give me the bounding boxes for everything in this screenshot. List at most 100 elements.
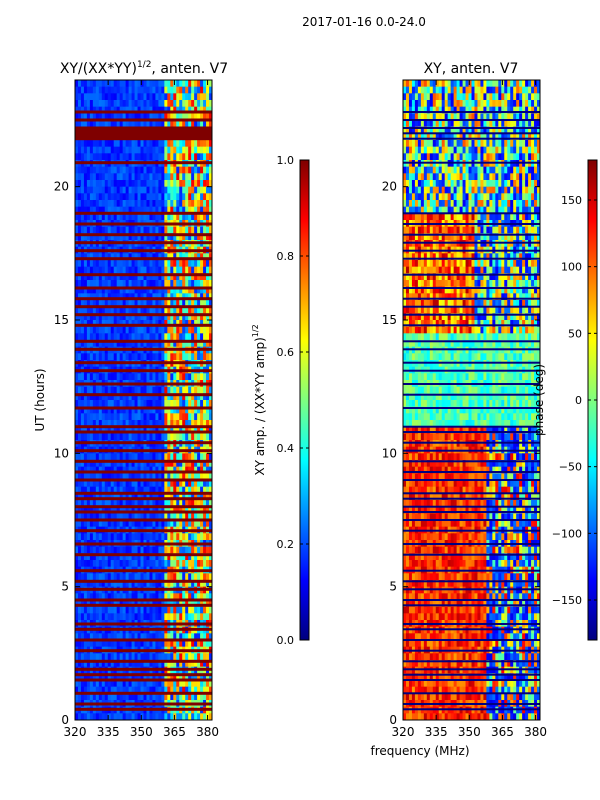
heatmap-cell	[92, 233, 97, 241]
heatmap-cell	[158, 420, 162, 428]
heatmap-cell	[146, 353, 150, 361]
heatmap-cell	[101, 693, 106, 701]
heatmap-cell	[134, 180, 138, 188]
heatmap-cell	[152, 420, 156, 428]
heatmap-cell	[113, 333, 118, 341]
heatmap-cell	[200, 600, 204, 608]
heatmap-cell	[128, 500, 132, 508]
heatmap-cell	[104, 326, 109, 334]
heatmap-cell	[75, 546, 79, 554]
heatmap-cell	[408, 100, 413, 108]
heatmap-cell	[173, 493, 177, 501]
heatmap-cell	[104, 400, 109, 408]
heatmap-cell	[116, 260, 121, 268]
heatmap-cell	[179, 653, 183, 661]
heatmap-cell	[173, 613, 177, 621]
heatmap-cell	[75, 513, 79, 521]
heatmap-cell	[140, 466, 144, 474]
heatmap-cell	[75, 340, 79, 348]
heatmap-cell	[143, 400, 147, 408]
heatmap-cell	[143, 106, 147, 114]
heatmap-cell	[170, 673, 174, 681]
heatmap-cell	[77, 660, 82, 668]
heatmap-cell	[405, 140, 410, 148]
heatmap-cell	[116, 320, 121, 328]
heatmap-cell	[191, 306, 195, 314]
heatmap-cell	[155, 560, 159, 568]
heatmap-cell	[101, 480, 106, 488]
heatmap-cell	[119, 173, 124, 181]
heatmap-cell	[137, 426, 141, 434]
heatmap-cell	[149, 193, 153, 201]
heatmap-cell	[197, 500, 201, 508]
heatmap-cell	[188, 226, 192, 234]
heatmap-cell	[167, 146, 171, 154]
heatmap-cell	[128, 393, 132, 401]
heatmap-cell	[75, 386, 79, 394]
heatmap-cell	[134, 600, 138, 608]
heatmap-cell	[197, 153, 201, 161]
heatmap-cell	[113, 213, 118, 221]
heatmap-cell	[170, 693, 174, 701]
heatmap-cell	[170, 420, 174, 428]
heatmap-cell	[161, 660, 165, 668]
heatmap-cell	[128, 193, 132, 201]
heatmap-cell	[185, 653, 189, 661]
heatmap-cell	[185, 226, 189, 234]
heatmap-cell	[89, 200, 94, 208]
heatmap-cell	[149, 600, 153, 608]
heatmap-cell	[170, 546, 174, 554]
heatmap-cell	[182, 273, 186, 281]
heatmap-cell	[92, 420, 97, 428]
heatmap-cell	[426, 106, 431, 114]
heatmap-cell	[179, 680, 183, 688]
heatmap-cell	[77, 286, 82, 294]
heatmap-cell	[128, 146, 132, 154]
heatmap-cell	[161, 533, 165, 541]
heatmap-cell	[86, 473, 91, 481]
heatmap-cell	[113, 113, 118, 121]
heatmap-cell	[155, 466, 159, 474]
heatmap-cell	[209, 480, 212, 488]
heatmap-cell	[110, 600, 115, 608]
heatmap-cell	[128, 640, 132, 648]
heatmap-cell	[110, 546, 115, 554]
heatmap-cell	[75, 713, 79, 720]
heatmap-cell	[119, 400, 124, 408]
heatmap-cell	[197, 266, 201, 274]
heatmap-cell	[80, 686, 85, 694]
heatmap-cell	[92, 100, 97, 108]
heatmap-cell	[107, 573, 112, 581]
heatmap-cell	[149, 500, 153, 508]
heatmap-cell	[152, 640, 156, 648]
heatmap-cell	[143, 166, 147, 174]
heatmap-cell	[149, 233, 153, 241]
heatmap-cell	[206, 260, 210, 268]
heatmap-cell	[155, 693, 159, 701]
heatmap-cell	[161, 653, 165, 661]
heatmap-cell	[119, 613, 124, 621]
heatmap-cell	[101, 500, 106, 508]
heatmap-cell	[89, 86, 94, 94]
heatmap-cell	[92, 140, 97, 148]
heatmap-cell	[83, 293, 88, 301]
heatmap-cell	[113, 266, 118, 274]
heatmap-cell	[119, 673, 124, 681]
heatmap-cell	[149, 393, 153, 401]
heatmap-cell	[149, 173, 153, 181]
heatmap-cell	[98, 120, 103, 128]
heatmap-cell	[170, 466, 174, 474]
heatmap-cell	[77, 520, 82, 528]
heatmap-cell	[411, 113, 416, 121]
heatmap-cell	[95, 146, 100, 154]
heatmap-cell	[92, 266, 97, 274]
heatmap-cell	[95, 186, 100, 194]
heatmap-cell	[80, 166, 85, 174]
heatmap-cell	[167, 186, 171, 194]
heatmap-cell	[155, 453, 159, 461]
heatmap-cell	[188, 653, 192, 661]
heatmap-cell	[104, 653, 109, 661]
heatmap-cell	[206, 673, 210, 681]
heatmap-cell	[125, 353, 130, 361]
